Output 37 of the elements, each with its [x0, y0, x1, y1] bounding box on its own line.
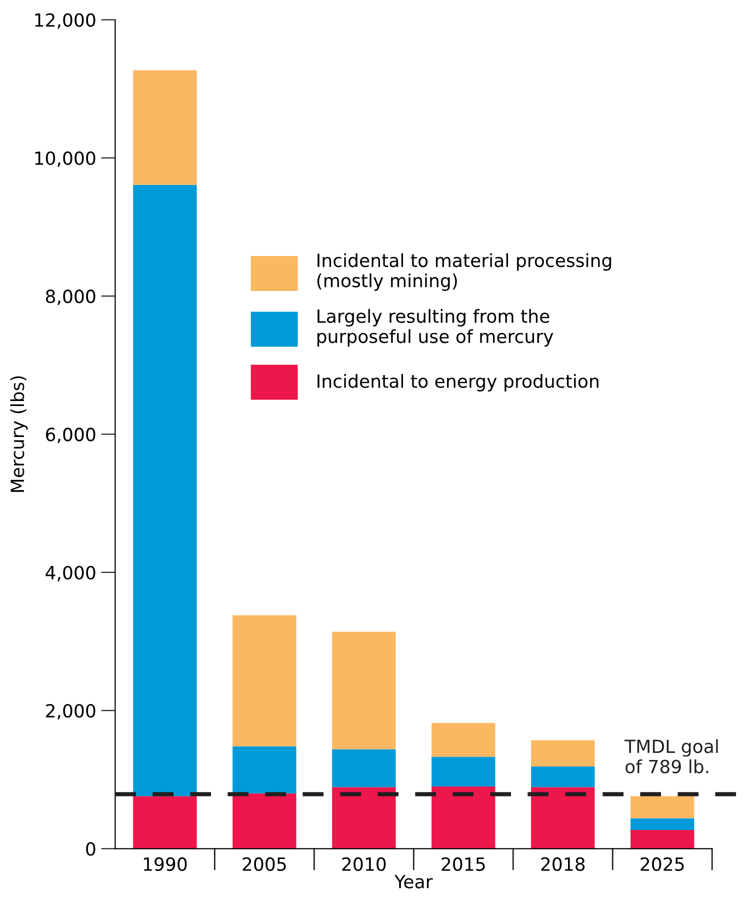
x-tick-label: 2005 [242, 857, 286, 871]
ref-line-label: TMDL goal of 789 lb. [624, 739, 718, 774]
bar [332, 749, 396, 788]
y-tick-label: 10,000 [35, 151, 96, 167]
bar [531, 740, 595, 766]
bar [630, 830, 694, 849]
bar [332, 787, 396, 849]
legend-label: Largely resulting from the purposeful use of mercury [317, 308, 554, 347]
bar [531, 766, 595, 788]
y-axis-title: Mercury (lbs) [10, 376, 28, 492]
bar [332, 632, 396, 750]
y-tick-label: 6,000 [46, 428, 96, 444]
bar [531, 787, 595, 849]
bar [432, 722, 496, 757]
x-axis-title: Year [394, 875, 433, 888]
bar [133, 184, 197, 796]
y-tick-label: 8,000 [46, 290, 96, 306]
legend-label: Incidental to material processing (mostly mining) [317, 253, 612, 291]
y-tick-label: 2,000 [46, 704, 96, 720]
bar [232, 746, 296, 794]
bar [630, 796, 694, 818]
bar [630, 818, 694, 830]
x-tick-label: 1990 [144, 857, 187, 871]
y-tick-label: 4,000 [46, 566, 96, 582]
bar [232, 793, 296, 849]
x-tick-label: 2010 [342, 857, 386, 871]
bar [133, 796, 197, 849]
bar [133, 70, 197, 185]
bar [232, 615, 296, 746]
legend-label: Incidental to energy production [318, 374, 598, 392]
x-tick-label: 2025 [640, 857, 684, 871]
y-tick-label: 12,000 [35, 13, 96, 29]
x-tick-label: 2015 [442, 857, 485, 871]
bar [432, 786, 496, 849]
x-tick-label: 2018 [541, 857, 585, 871]
y-tick-label: 0 [86, 842, 96, 856]
bar [432, 756, 496, 786]
